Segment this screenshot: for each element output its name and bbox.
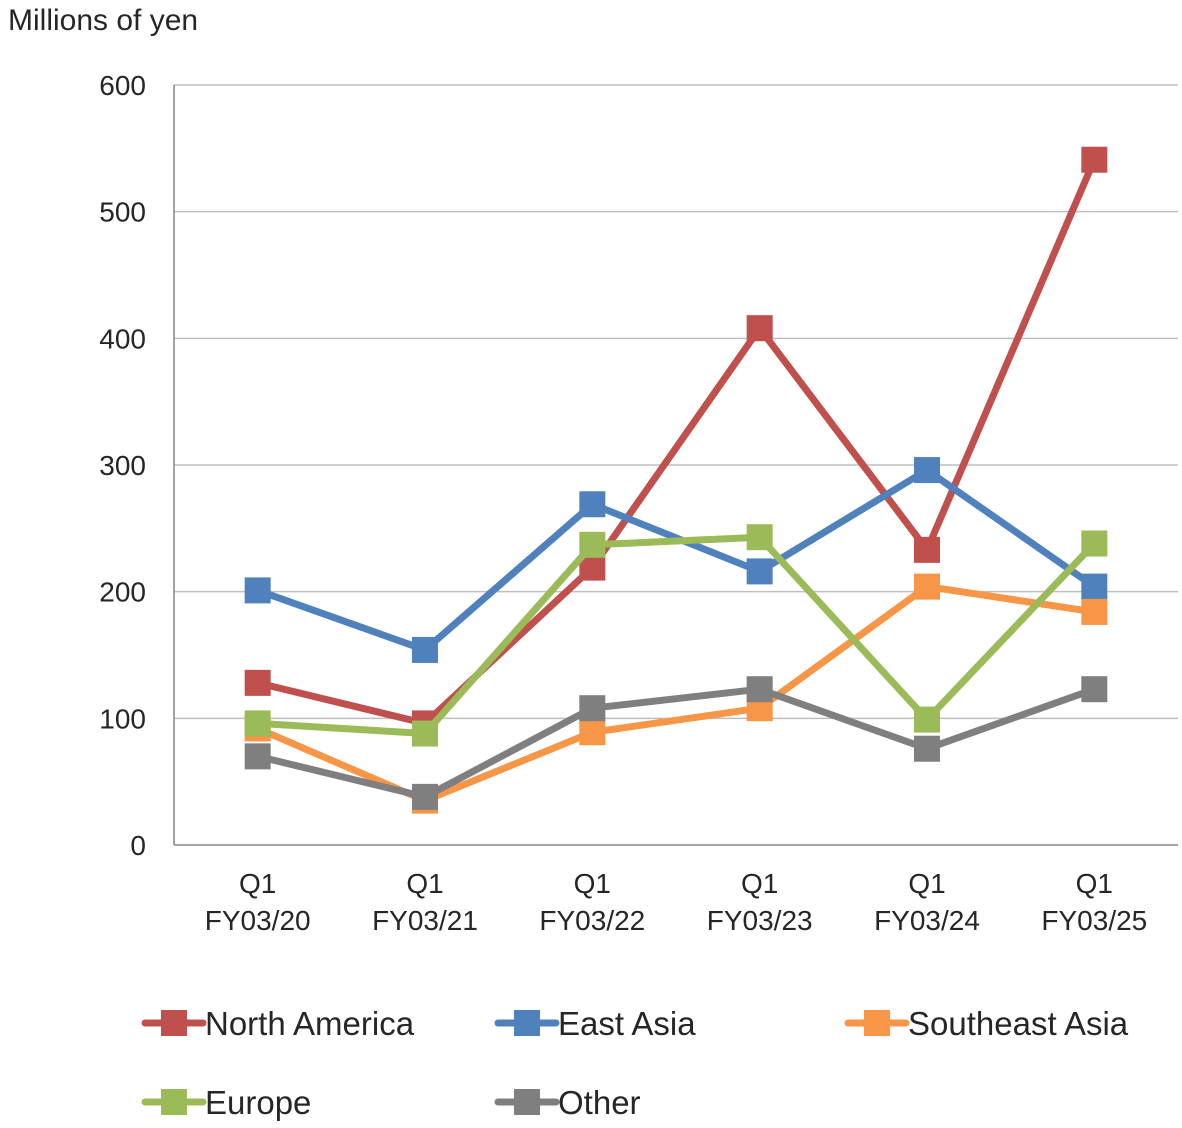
data-point-marker — [1081, 573, 1108, 600]
y-tick-label: 200 — [99, 577, 146, 608]
x-tick-label: Q1 — [574, 868, 611, 899]
y-tick-label: 600 — [99, 70, 146, 101]
data-point-marker — [579, 491, 606, 518]
legend-item: Other — [494, 1084, 641, 1121]
data-point-marker — [1081, 676, 1108, 703]
legend-swatch-marker — [514, 1089, 540, 1115]
data-point-marker — [746, 676, 773, 703]
data-point-marker — [746, 558, 773, 585]
series-line — [254, 533, 1098, 738]
data-point-marker — [914, 735, 940, 762]
legend-item: East Asia — [494, 1005, 696, 1042]
legend-swatch-marker — [161, 1010, 187, 1036]
axes: 0 100 200 300 400 500 600 Q1 FY03/20 Q1 FY03/21 Q1 F… — [99, 70, 1178, 936]
series-line — [254, 685, 1098, 801]
x-tick-label: Q1 — [239, 868, 276, 899]
data-point-marker — [244, 710, 271, 737]
legend-label: North America — [205, 1005, 415, 1042]
legend-label: Southeast Asia — [908, 1005, 1129, 1042]
data-point-marker — [244, 577, 271, 604]
data-point-marker — [914, 573, 940, 600]
data-point-marker — [1081, 530, 1108, 557]
legend-swatch-marker — [514, 1010, 540, 1036]
legend-item: North America — [141, 1005, 415, 1042]
x-tick-label: Q1 — [908, 868, 945, 899]
y-tick-label: 0 — [130, 830, 146, 861]
data-point-marker — [1081, 598, 1108, 625]
legend-label: Europe — [205, 1084, 311, 1121]
y-tick-label: 400 — [99, 323, 146, 354]
x-tick-label: Q1 — [406, 868, 443, 899]
data-point-marker — [244, 743, 271, 770]
x-tick-label: FY03/20 — [205, 905, 311, 936]
y-tick-label: 100 — [99, 703, 146, 734]
gridlines — [174, 84, 1178, 720]
series-line — [254, 583, 1098, 805]
x-tick-label: FY03/22 — [539, 905, 645, 936]
data-point-marker — [746, 524, 773, 551]
series-group — [244, 146, 1108, 814]
series-line — [254, 156, 1098, 727]
legend-label: East Asia — [558, 1005, 696, 1042]
x-tick-label: Q1 — [1076, 868, 1113, 899]
legend-item: Europe — [141, 1084, 311, 1121]
data-point-marker — [579, 719, 606, 746]
legend-label: Other — [558, 1084, 641, 1121]
series-other — [244, 676, 1108, 810]
legend-item: Southeast Asia — [844, 1005, 1129, 1042]
y-tick-label: 300 — [99, 450, 146, 481]
series-southeast-asia — [244, 573, 1108, 814]
legend: North America East Asia Southeast Asia Euro… — [141, 1005, 1129, 1121]
data-point-marker — [579, 695, 606, 722]
x-tick-label: FY03/23 — [707, 905, 813, 936]
data-point-marker — [412, 783, 438, 810]
data-point-marker — [914, 706, 940, 733]
data-point-marker — [244, 669, 271, 696]
data-point-marker — [914, 457, 940, 484]
data-point-marker — [914, 536, 940, 563]
y-axis-label: Millions of yen — [8, 4, 198, 37]
series-east-asia — [244, 457, 1108, 663]
data-point-marker — [1081, 146, 1108, 173]
legend-swatch-marker — [161, 1089, 187, 1115]
series-europe — [244, 524, 1108, 747]
data-point-marker — [412, 636, 438, 663]
data-point-marker — [746, 315, 773, 342]
x-tick-label: FY03/24 — [874, 905, 980, 936]
series-north-america — [244, 146, 1108, 737]
legend-swatch-marker — [864, 1010, 890, 1036]
y-tick-label: 500 — [99, 197, 146, 228]
x-tick-label: FY03/25 — [1041, 905, 1147, 936]
x-tick-label: Q1 — [741, 868, 778, 899]
series-line — [254, 466, 1098, 654]
data-point-marker — [579, 531, 606, 558]
x-tick-label: FY03/21 — [372, 905, 478, 936]
data-point-marker — [412, 720, 438, 747]
